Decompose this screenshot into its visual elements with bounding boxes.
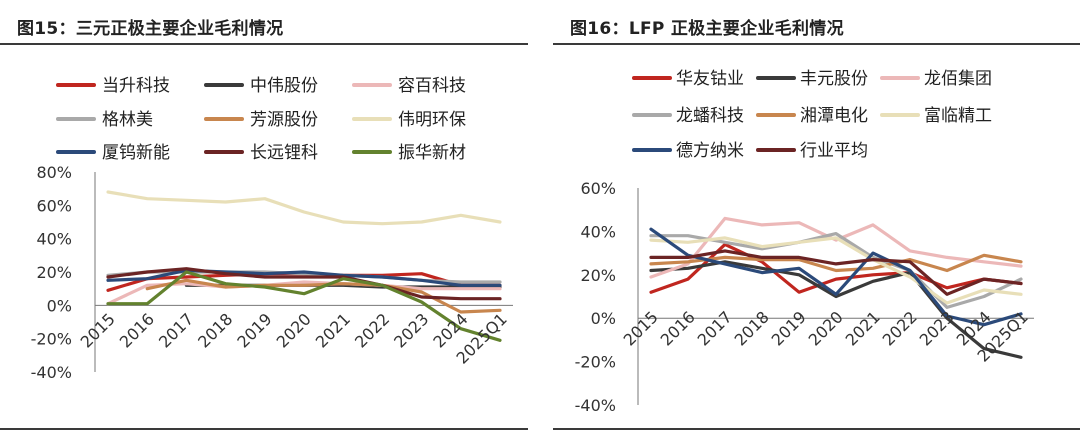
- series-line: [649, 216, 1023, 279]
- legend-item: 振华新材: [352, 143, 466, 163]
- x-tick-label: 2017: [694, 307, 736, 349]
- y-tick-label: 60%: [36, 196, 72, 215]
- chart-title: 图15：三元正极主要企业毛利情况: [17, 19, 284, 39]
- legend-item: 当升科技: [56, 76, 170, 96]
- series-lines: [106, 190, 502, 342]
- series-line: [649, 260, 1023, 359]
- legend-label: 格林美: [102, 110, 153, 130]
- x-tick-label: 2021: [842, 307, 884, 349]
- x-tick-label: 2021: [312, 309, 354, 351]
- legend-item: 容百科技: [352, 76, 466, 96]
- top-rule: [0, 43, 528, 45]
- y-tick-label: 0%: [591, 309, 616, 328]
- legend-label: 芳源股份: [250, 110, 318, 130]
- legend-label: 华友钴业: [676, 69, 744, 89]
- legend-label: 龙蟠科技: [676, 106, 744, 126]
- chart-title: 图16：LFP 正极主要企业毛利情况: [570, 19, 844, 39]
- y-tick-label: 40%: [580, 222, 616, 241]
- x-tick-label: 2015: [77, 309, 119, 351]
- chart-panel-right: 图16：LFP 正极主要企业毛利情况 华友钴业 丰元股份 龙佰集团龙蟠科技 湘潭电化 富…: [553, 0, 1080, 434]
- legend-label: 振华新材: [398, 143, 466, 163]
- x-tick-label: 2020: [805, 307, 847, 349]
- y-tick-labels: 80% 60% 40% 20% 0% -20% -40%: [31, 163, 72, 382]
- y-tick-labels: 60% 40% 20% 0% -20% -40%: [575, 179, 616, 415]
- x-tick-label: 2023: [390, 309, 432, 351]
- legend-label: 德方纳米: [676, 141, 744, 161]
- y-tick-label: 0%: [47, 296, 72, 315]
- legend-item: 富临精工: [880, 106, 992, 126]
- x-tick-label: 2015: [620, 307, 662, 349]
- y-tick-label: 20%: [36, 263, 72, 282]
- x-tick-label: 2016: [657, 307, 699, 349]
- legend-item: 湘潭电化: [756, 106, 868, 126]
- y-tick-label: 60%: [580, 179, 616, 198]
- x-tick-label: 2022: [879, 307, 921, 349]
- x-tick-labels: 2015201620172018201920202021202220232024…: [620, 307, 1032, 365]
- legend-item: 德方纳米: [632, 141, 744, 161]
- legend-item: 丰元股份: [756, 69, 868, 89]
- legend-item: 华友钴业: [632, 69, 744, 89]
- y-tick-label: -40%: [31, 363, 72, 382]
- legend-item: 龙蟠科技: [632, 106, 744, 126]
- y-tick-label: 80%: [36, 163, 72, 182]
- legend-item: 芳源股份: [204, 110, 318, 130]
- x-tick-label: 2022: [351, 309, 393, 351]
- legend-item: 长远锂科: [204, 143, 318, 163]
- y-tick-label: 40%: [36, 230, 72, 249]
- series-line: [649, 242, 1023, 294]
- legend-label: 中伟股份: [250, 76, 318, 96]
- legend-label: 丰元股份: [800, 69, 868, 89]
- x-tick-label: 2017: [155, 309, 197, 351]
- legend-label: 龙佰集团: [924, 69, 992, 89]
- legend-label: 当升科技: [102, 76, 170, 96]
- legend-label: 富临精工: [924, 106, 992, 126]
- series-line: [649, 253, 1023, 273]
- series-line: [106, 190, 502, 226]
- legend-item: 厦钨新能: [56, 143, 170, 163]
- x-tick-label: 2023: [916, 307, 958, 349]
- x-tick-label: 2018: [194, 309, 236, 351]
- legend-label: 容百科技: [398, 76, 466, 96]
- x-tick-label: 2016: [116, 309, 158, 351]
- legend-item: 行业平均: [756, 141, 868, 161]
- y-tick-label: -40%: [575, 396, 616, 415]
- legend-item: 格林美: [56, 110, 153, 130]
- bottom-rule: [0, 428, 528, 430]
- series-line: [649, 236, 1023, 305]
- x-tick-label: 2019: [233, 309, 275, 351]
- bottom-rule: [553, 428, 1080, 430]
- legend-label: 厦钨新能: [102, 143, 170, 163]
- legend-item: 伟明环保: [352, 110, 466, 130]
- series-line: [649, 227, 1023, 327]
- x-tick-label: 2019: [768, 307, 810, 349]
- legend-item: 中伟股份: [204, 76, 318, 96]
- series-line: [106, 267, 502, 301]
- series-line: [106, 268, 502, 287]
- legend-label: 行业平均: [800, 141, 868, 161]
- series-line: [649, 249, 1023, 296]
- y-tick-label: -20%: [575, 353, 616, 372]
- y-tick-label: 20%: [580, 266, 616, 285]
- legend-label: 湘潭电化: [800, 106, 868, 126]
- series-line: [106, 270, 502, 342]
- x-tick-label: 2018: [731, 307, 773, 349]
- top-rule: [553, 43, 1080, 45]
- series-lines: [649, 216, 1023, 359]
- chart-panel-left: 图15：三元正极主要企业毛利情况 当升科技 中伟股份 容百科技格林美 芳源股份 伟明环保…: [0, 0, 528, 434]
- legend-item: 龙佰集团: [880, 69, 992, 89]
- y-tick-label: -20%: [31, 330, 72, 349]
- legend-label: 长远锂科: [250, 143, 318, 163]
- legend-label: 伟明环保: [398, 110, 466, 130]
- x-tick-label: 2020: [273, 309, 315, 351]
